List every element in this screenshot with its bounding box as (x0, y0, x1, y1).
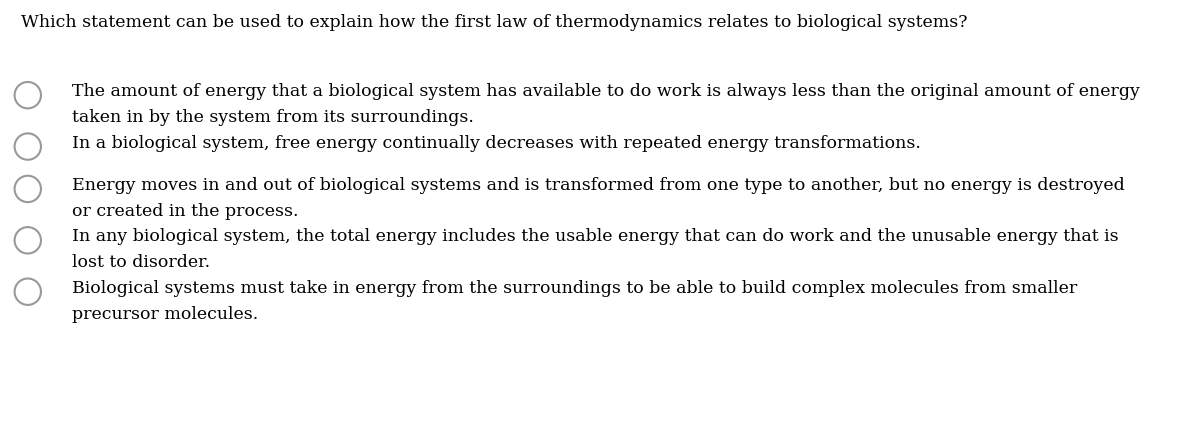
Text: taken in by the system from its surroundings.: taken in by the system from its surround… (72, 109, 474, 126)
Text: The amount of energy that a biological system has available to do work is always: The amount of energy that a biological s… (72, 83, 1140, 100)
Text: Which statement can be used to explain how the first law of thermodynamics relat: Which statement can be used to explain h… (20, 14, 967, 31)
Text: Energy moves in and out of biological systems and is transformed from one type t: Energy moves in and out of biological sy… (72, 177, 1124, 194)
Text: lost to disorder.: lost to disorder. (72, 253, 210, 270)
Text: Biological systems must take in energy from the surroundings to be able to build: Biological systems must take in energy f… (72, 279, 1078, 296)
Text: or created in the process.: or created in the process. (72, 202, 299, 219)
Text: In any biological system, the total energy includes the usable energy that can d: In any biological system, the total ener… (72, 228, 1118, 245)
Text: In a biological system, free energy continually decreases with repeated energy t: In a biological system, free energy cont… (72, 135, 922, 151)
Text: precursor molecules.: precursor molecules. (72, 305, 258, 322)
